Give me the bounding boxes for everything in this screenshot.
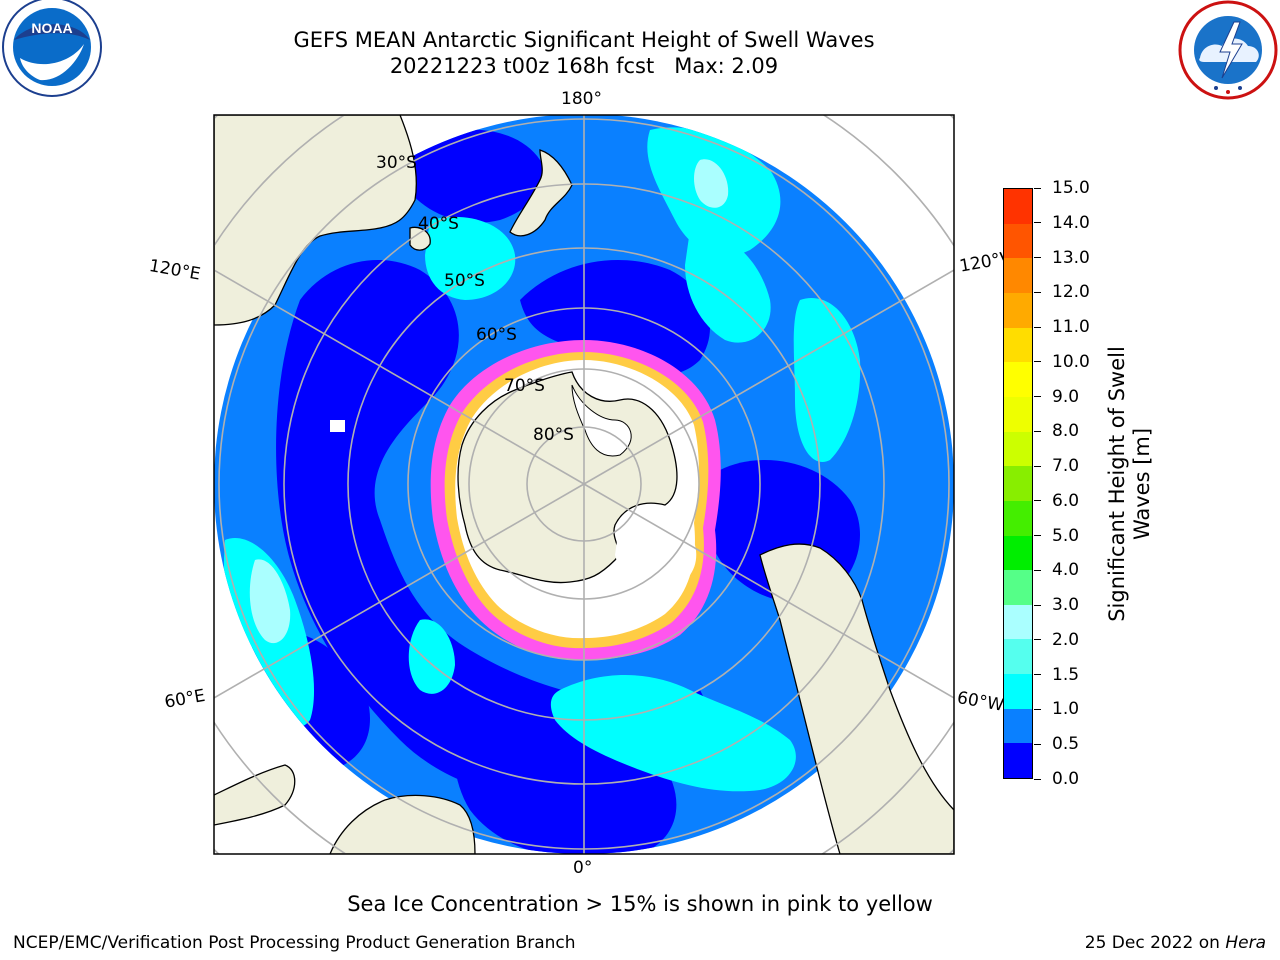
nws-logo [1178, 0, 1278, 100]
colorbar-tick [1034, 396, 1041, 398]
tasmania-land [409, 226, 431, 251]
colorbar-segment [1004, 743, 1032, 778]
colorbar-tick [1034, 743, 1041, 745]
colorbar-tick-label: 5.0 [1052, 525, 1080, 546]
colorbar-tick-label: 13.0 [1052, 247, 1090, 268]
africa-land [329, 794, 476, 854]
missing-data-patch [330, 420, 345, 432]
weddell-sea-ice [615, 516, 697, 591]
colorbar-segment [1004, 189, 1032, 224]
south-america-land [759, 543, 954, 854]
colorbar-tick [1034, 778, 1041, 780]
colorbar-tick-label: 2.0 [1052, 629, 1080, 650]
lat-label-50s: 50°S [444, 271, 485, 291]
longitude-lines [214, 115, 954, 854]
lat-label-30s: 30°S [376, 153, 417, 173]
colorbar-segment [1004, 500, 1032, 536]
colorbar-segment [1004, 639, 1032, 675]
footer-date: 25 Dec 2022 on Hera [1085, 932, 1266, 954]
moderate-swell-region [550, 675, 796, 792]
colorbar-segment [1004, 708, 1032, 744]
colorbar-tick [1034, 257, 1041, 259]
colorbar-tick-label: 15.0 [1052, 178, 1090, 198]
page-title: GEFS MEAN Antarctic Significant Height o… [293, 28, 875, 52]
colorbar-tick [1034, 430, 1041, 432]
colorbar-tick-label: 11.0 [1052, 317, 1090, 338]
colorbar-segment [1004, 258, 1032, 294]
colorbar-tick-label: 4.0 [1052, 560, 1080, 581]
colorbar-segment [1004, 570, 1032, 605]
colorbar-tick [1034, 500, 1041, 502]
lat-label-80s: 80°S [533, 425, 574, 445]
low-swell-region [400, 129, 545, 223]
colorbar-tick [1034, 465, 1041, 467]
colorbar-segment [1004, 431, 1032, 467]
moderate-swell-region [425, 216, 516, 300]
colorbar-tick-label: 0.0 [1052, 769, 1080, 789]
footer-credit: NCEP/EMC/Verification Post Processing Pr… [13, 933, 576, 953]
colorbar-tick-label: 14.0 [1052, 212, 1090, 233]
map-frame [213, 114, 955, 855]
colorbar-tick-label: 12.0 [1052, 282, 1090, 303]
moderate-swell-region [249, 559, 291, 644]
moderate-swell-region [793, 298, 861, 462]
colorbar-tick-label: 7.0 [1052, 456, 1080, 477]
colorbar-segment [1004, 466, 1032, 501]
colorbar-segment [1004, 223, 1032, 259]
ross-ice-shelf [571, 384, 632, 457]
colorbar-tick-label: 1.0 [1052, 699, 1080, 720]
footer-date-text: 25 Dec 2022 on [1084, 933, 1220, 953]
colorbar-tick-label: 0.5 [1052, 734, 1080, 755]
colorbar-segment [1004, 396, 1032, 432]
colorbar-segment [1004, 535, 1032, 571]
colorbar-tick [1034, 187, 1041, 189]
colorbar-tick-label: 6.0 [1052, 490, 1080, 511]
colorbar-tick [1034, 604, 1041, 606]
colorbar-tick [1034, 222, 1041, 224]
low-swell-region [520, 260, 710, 376]
page-subtitle: 20221223 t00z 168h fcst Max: 2.09 [389, 54, 779, 78]
colorbar-tick-label: 10.0 [1052, 351, 1090, 372]
colorbar-segment [1004, 674, 1032, 709]
colorbar-title-line-2: Waves [m] [1130, 427, 1154, 541]
moderate-swell-region [694, 159, 729, 208]
colorbar-tick [1034, 535, 1041, 537]
colorbar-tick-label: 8.0 [1052, 421, 1080, 442]
colorbar-tick [1034, 708, 1041, 710]
noaa-logo: NOAA [2, 0, 102, 97]
low-swell-region [276, 260, 720, 800]
colorbar-title: Significant Height of Swell Waves [m] [1105, 346, 1155, 622]
moderate-swell-region [408, 619, 455, 694]
colorbar-segment [1004, 327, 1032, 363]
colorbar-tick-label: 9.0 [1052, 386, 1080, 407]
lon-label-0: 0° [573, 858, 593, 878]
colorbar-tick-label: 1.5 [1052, 664, 1080, 685]
noaa-logo-text: NOAA [31, 20, 72, 36]
lat-label-70s: 70°S [504, 376, 545, 396]
footer-host: Hera [1225, 933, 1266, 953]
colorbar-tick [1034, 674, 1041, 676]
sea-ice-note-text: Sea Ice Concentration > 15% is shown in … [347, 892, 933, 916]
lon-label-180: 180° [561, 89, 602, 109]
colorbar-tick [1034, 291, 1041, 293]
colorbar-tick [1034, 361, 1041, 363]
colorbar-tick [1034, 326, 1041, 328]
australia-land [214, 115, 417, 326]
colorbar-segment [1004, 293, 1032, 328]
lat-label-60s: 60°S [476, 325, 517, 345]
colorbar-segment [1004, 362, 1032, 397]
new-zealand-land [509, 149, 573, 237]
colorbar-tick [1034, 639, 1041, 641]
colorbar-tick [1034, 569, 1041, 571]
colorbar-tick-label: 3.0 [1052, 595, 1080, 616]
lat-label-40s: 40°S [418, 214, 459, 234]
colorbar [1003, 188, 1033, 779]
sea-ice-note: Sea Ice Concentration > 15% is shown in … [0, 890, 1280, 918]
colorbar-title-line-1: Significant Height of Swell [1105, 346, 1129, 622]
madagascar-land [214, 764, 296, 826]
colorbar-segment [1004, 604, 1032, 640]
